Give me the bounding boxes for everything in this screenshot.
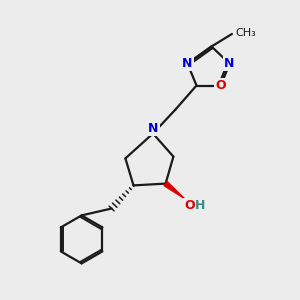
Text: N: N	[182, 57, 193, 70]
Text: O: O	[215, 79, 226, 92]
Polygon shape	[164, 182, 184, 199]
Text: CH₃: CH₃	[236, 28, 256, 38]
Text: O: O	[184, 199, 195, 212]
Text: H: H	[195, 199, 205, 212]
Text: N: N	[224, 57, 235, 70]
Text: N: N	[148, 122, 158, 135]
